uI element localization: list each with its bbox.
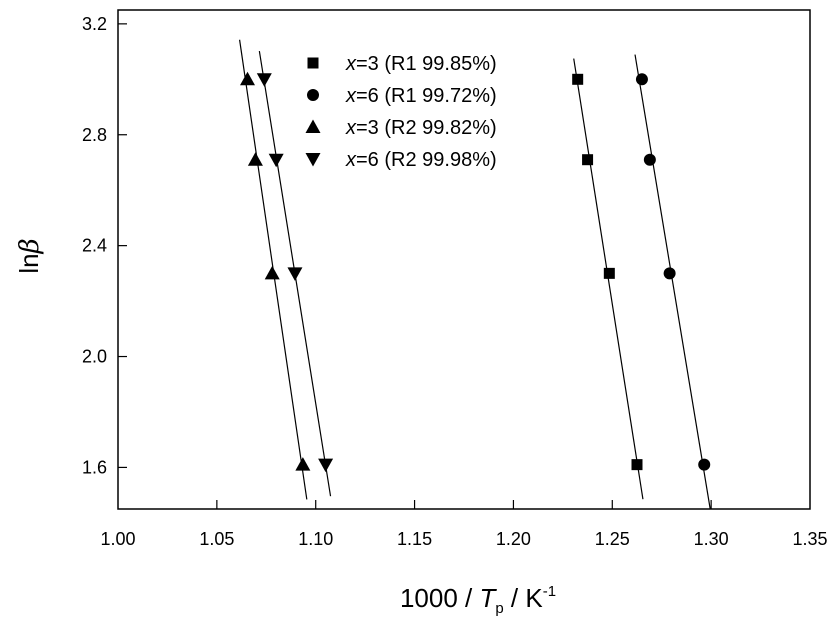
legend-symbol [307,89,319,101]
y-axis-title: lnβ [14,238,45,273]
legend: x=3 (R1 99.85%) x=6 (R1 99.72%) x=3 (R2 … [305,53,497,171]
data-point-circle [663,267,676,280]
data-point-circle [698,458,711,471]
x-axis-ticks: 1.00 1.05 1.10 1.15 1.20 1.25 1.30 1.35 [100,500,827,549]
fit-line [573,58,644,500]
data-points [240,71,711,473]
legend-label: x=6 (R2 99.98%) [345,149,497,171]
y-tick-label: 2.0 [82,347,107,367]
legend-marker-triangle-down [305,153,321,167]
x-axis-title: 1000 / Tp / K-1 [400,583,556,617]
legend-symbol [305,119,321,133]
data-point-triangle-down [256,73,272,87]
x-tick-label: 1.10 [298,529,333,549]
x-tick-label: 1.05 [199,529,234,549]
legend-label: x=3 (R1 99.85%) [345,53,497,75]
x-tick-label: 1.35 [792,529,827,549]
legend-label: x=3 (R2 99.82%) [345,117,497,139]
legend-label: x=6 (R1 99.72%) [345,85,497,107]
y-axis-ticks: 1.6 2.0 2.4 2.8 3.2 [82,14,127,477]
x-tick-label: 1.15 [397,529,432,549]
data-point-triangle-down [287,267,303,281]
data-point-circle [643,153,656,166]
data-point-square [582,154,594,166]
legend-marker-triangle-up [305,119,321,133]
data-point-square [631,459,643,471]
legend-entry: x=3 (R2 99.82%) [305,117,497,139]
data-point-triangle-up [264,265,280,280]
data-point-triangle-down [268,153,284,168]
legend-entry: x=3 (R1 99.85%) [307,53,497,75]
legend-entry: x=6 (R2 99.98%) [305,149,497,171]
data-point-triangle-up [240,71,256,86]
data-point-triangle-up [247,152,263,166]
x-tick-label: 1.00 [100,529,135,549]
legend-entry: x=6 (R1 99.72%) [307,85,497,107]
data-point-triangle-down [318,458,334,473]
data-point-square [603,267,615,279]
legend-symbol [307,57,319,69]
data-point-circle [635,73,648,86]
x-tick-label: 1.20 [496,529,531,549]
legend-symbol [305,153,321,167]
data-point-triangle-up [295,457,311,471]
x-tick-label: 1.30 [694,529,729,549]
y-tick-label: 1.6 [82,457,107,477]
y-tick-label: 2.4 [82,236,107,256]
plot-frame [117,9,811,510]
fit-line [634,54,711,509]
data-point-square [572,73,584,85]
legend-marker-square [307,57,319,69]
fit-lines [239,39,711,509]
y-tick-label: 2.8 [82,125,107,145]
legend-marker-circle [307,89,319,101]
x-tick-label: 1.25 [595,529,630,549]
y-tick-label: 3.2 [82,14,107,34]
